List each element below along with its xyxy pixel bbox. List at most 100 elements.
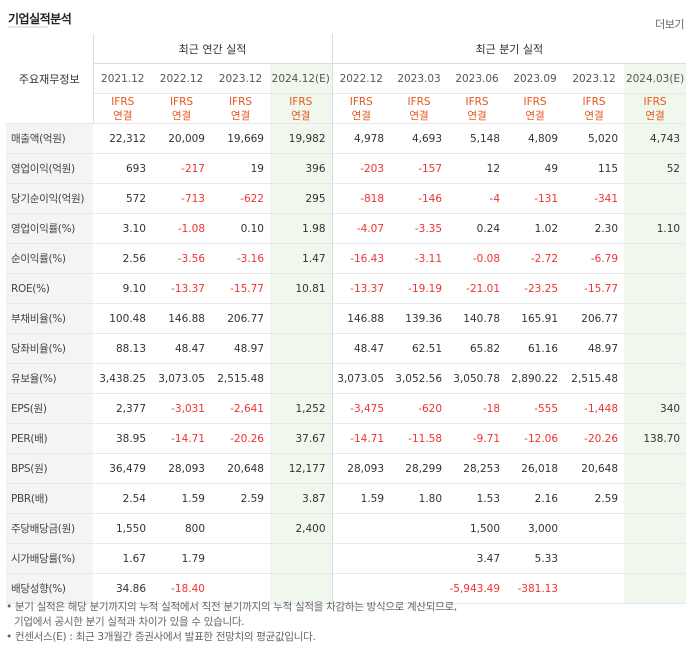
consolidated-label: 연결 [230, 109, 251, 122]
table-cell: 100.48 [93, 303, 152, 334]
table-cell: 12,177 [270, 453, 333, 484]
ifrs-header: IFRS 연결 [270, 93, 333, 124]
ifrs-header: IFRS 연결 [332, 93, 391, 124]
table-cell: -3.35 [390, 213, 449, 244]
row-label: EPS(원) [6, 393, 93, 424]
table-row: 유보율(%) 3,438.25 3,073.05 2,515.48 3,073.05 3,… [6, 363, 687, 394]
table-row: 주당배당금(원) 1,550 800 2,400 1,500 3,000 [6, 513, 687, 544]
row-label: 부채비율(%) [6, 303, 93, 334]
table-cell: 146.88 [332, 303, 391, 334]
table-cell: 2,515.48 [564, 363, 625, 394]
table-cell: 19 [211, 153, 270, 184]
table-cell: 28,253 [448, 453, 507, 484]
table-cell: -713 [152, 183, 211, 214]
table-cell: 295 [270, 183, 333, 214]
period-header: 2024.03(E) [624, 63, 687, 94]
table-cell: 139.36 [390, 303, 449, 334]
table-cell: -9.71 [448, 423, 507, 454]
table-cell: -18.40 [152, 573, 211, 604]
table-cell: 1.53 [448, 483, 507, 514]
table-cell: 19,669 [211, 123, 270, 154]
consolidated-label: 연결 [467, 109, 487, 122]
row-label: 매출액(억원) [6, 123, 93, 154]
table-cell: 5,020 [564, 123, 625, 154]
more-link[interactable]: 더보기 [655, 18, 684, 31]
table-cell: -341 [564, 183, 625, 214]
table-cell: -13.37 [332, 273, 391, 304]
period-header: 2023.03 [390, 63, 449, 94]
table-cell: 65.82 [448, 333, 507, 364]
consolidated-label: 연결 [409, 109, 429, 122]
table-cell: -203 [332, 153, 391, 184]
table-cell: -4 [448, 183, 507, 214]
table-cell: 1.59 [152, 483, 211, 514]
row-label: 당좌비율(%) [6, 333, 93, 364]
table-row: BPS(원) 36,479 28,093 20,648 12,177 28,093 28,2… [6, 453, 687, 484]
table-cell: 1,550 [93, 513, 152, 544]
table-cell: 140.78 [448, 303, 507, 334]
table-cell [332, 513, 391, 544]
consolidated-label: 연결 [584, 109, 604, 122]
table-cell: 3,000 [506, 513, 565, 544]
table-row: 당기순이익(억원) 572 -713 -622 295 -818 -146 -4 -131 -34… [6, 183, 687, 214]
ifrs-label: IFRS [169, 95, 194, 108]
ifrs-header: IFRS 연결 [564, 93, 625, 124]
row-label: 영업이익률(%) [6, 213, 93, 244]
table-cell: 2.54 [93, 483, 152, 514]
table-cell: 396 [270, 153, 333, 184]
table-cell: 5.33 [506, 543, 565, 574]
panel-header: 기업실적분석 더보기 [0, 0, 694, 34]
table-cell: -15.77 [211, 273, 270, 304]
table-cell: 4,693 [390, 123, 449, 154]
table-cell: 49 [506, 153, 565, 184]
table-cell [624, 243, 687, 274]
table-row: EPS(원) 2,377 -3,031 -2,641 1,252 -3,475 -620 -1… [6, 393, 687, 424]
row-label: BPS(원) [6, 453, 93, 484]
ifrs-label: IFRS [228, 95, 253, 108]
table-row: 당좌비율(%) 88.13 48.47 48.97 48.47 62.51 65.82 61.… [6, 333, 687, 364]
row-label: PBR(배) [6, 483, 93, 514]
table-cell: -6.79 [564, 243, 625, 274]
table-cell [624, 543, 687, 574]
ifrs-label: IFRS [643, 95, 667, 108]
table-cell [270, 573, 333, 604]
table-cell: -2.72 [506, 243, 565, 274]
table-cell: 9.10 [93, 273, 152, 304]
table-cell: 61.16 [506, 333, 565, 364]
table-cell [332, 543, 391, 574]
table-cell: 4,743 [624, 123, 687, 154]
table-cell [624, 363, 687, 394]
table-cell [624, 183, 687, 214]
table-cell: 34.86 [93, 573, 152, 604]
table-cell: 1.02 [506, 213, 565, 244]
table-cell: -14.71 [332, 423, 391, 454]
table-cell: -20.26 [211, 423, 270, 454]
footnotes: • 분기 실적은 해당 분기까지의 누적 실적에서 직전 분기까지의 누적 실적… [6, 600, 457, 645]
table-cell: 20,648 [564, 453, 625, 484]
table-row: PER(배) 38.95 -14.71 -20.26 37.67 -14.71 -11.58… [6, 423, 687, 454]
ifrs-label: IFRS [465, 95, 489, 108]
period-header: 2022.12 [152, 63, 211, 94]
table-cell: -818 [332, 183, 391, 214]
table-cell [564, 573, 625, 604]
consolidated-label: 연결 [113, 109, 133, 122]
table-cell: 2.30 [564, 213, 625, 244]
table-cell: -3.56 [152, 243, 211, 274]
table-row: 순이익률(%) 2.56 -3.56 -3.16 1.47 -16.43 -3.11 -0.0… [6, 243, 687, 274]
table-cell: 138.70 [624, 423, 687, 454]
table-cell: 3,050.78 [448, 363, 507, 394]
table-cell: 1.79 [152, 543, 211, 574]
financial-table: 주요재무정보 최근 연간 실적 최근 분기 실적 2021.12 2022.12 2… [6, 34, 687, 604]
quarter-group-header: 최근 분기 실적 [332, 34, 687, 64]
table-cell: 28,093 [332, 453, 391, 484]
table-cell: 52 [624, 153, 687, 184]
table-cell: -2,641 [211, 393, 270, 424]
table-cell: 4,809 [506, 123, 565, 154]
table-cell: 2,890.22 [506, 363, 565, 394]
table-cell [211, 513, 270, 544]
ifrs-header: IFRS 연결 [152, 93, 211, 124]
table-cell [624, 303, 687, 334]
table-cell: -1,448 [564, 393, 625, 424]
table-cell: 19,982 [270, 123, 333, 154]
table-cell: -1.08 [152, 213, 211, 244]
